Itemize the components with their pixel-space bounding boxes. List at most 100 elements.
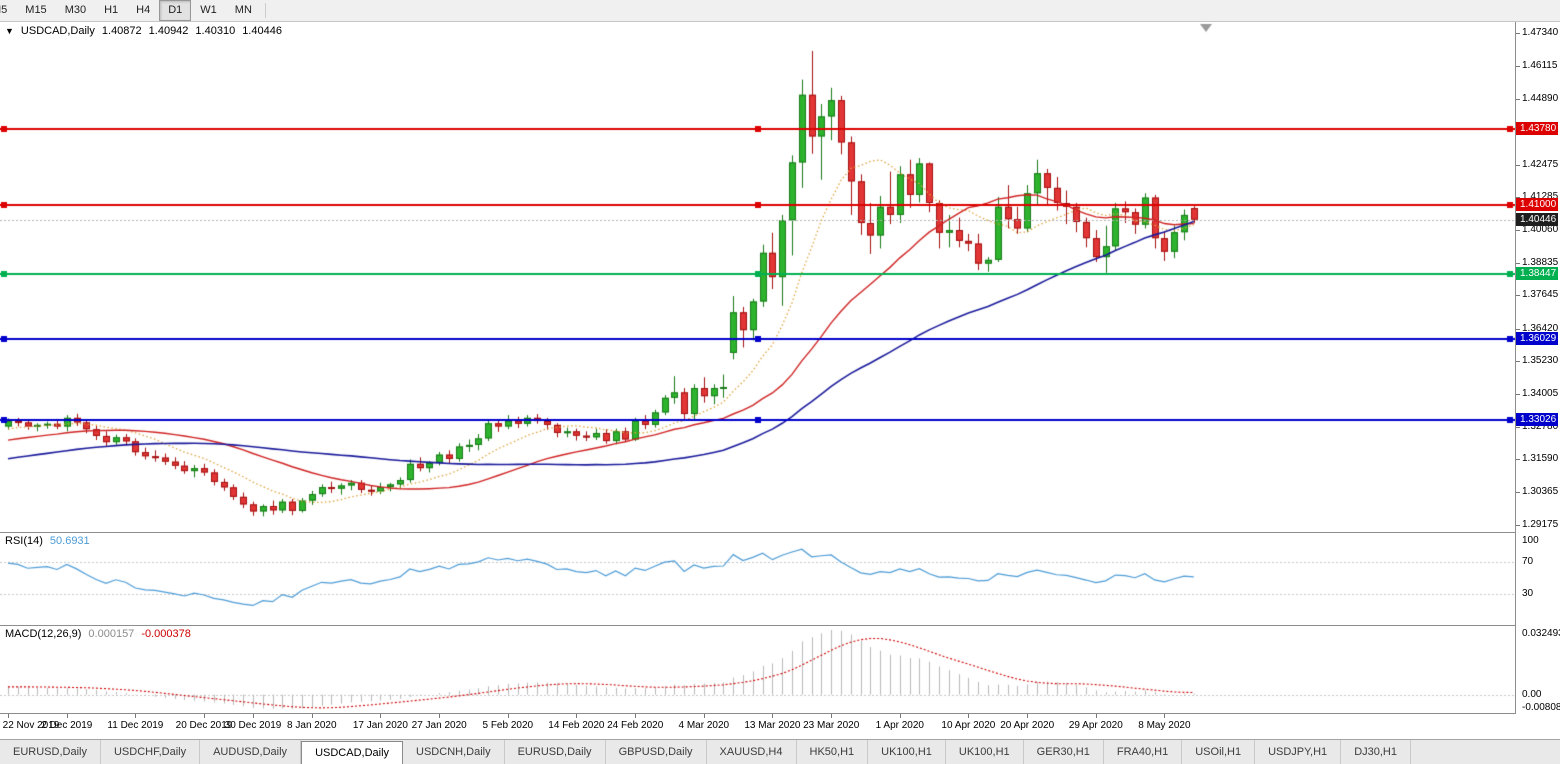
toolbar-separator <box>264 3 266 18</box>
price-axis[interactable]: 1.47340 1.46115 1.44890 1.42475 1.41285 1.400… <box>1516 22 1560 739</box>
date-label: 17 Jan 2020 <box>352 720 408 731</box>
timeframe-w1[interactable]: W1 <box>200 4 217 16</box>
price-tick-mark <box>1516 394 1520 395</box>
price-tick-mark <box>1516 525 1520 526</box>
tab-audusd-daily[interactable]: AUDUSD,Daily <box>200 740 302 764</box>
date-label: 11 Dec 2019 <box>107 720 164 731</box>
price-tick-label: 1.34005 <box>1522 387 1559 399</box>
current-price-badge: 1.40446 <box>1516 212 1558 226</box>
price-axis-border <box>1515 22 1516 714</box>
date-label: 27 Jan 2020 <box>411 720 467 731</box>
tab-usdcnh-daily[interactable]: USDCNH,Daily <box>403 740 505 764</box>
date-label: 24 Feb 2020 <box>607 720 664 731</box>
timeframe-toolbar: M5 M15 M30 H1 H4 D1 W1 MN <box>0 0 1560 22</box>
rsi-value: 50.6931 <box>49 535 90 547</box>
tab-uk100-h1[interactable]: UK100,H1 <box>946 740 1024 764</box>
hline-price-badge: 1.38447 <box>1516 266 1558 280</box>
date-label: 22 Nov 2019 <box>2 720 60 731</box>
price-tick-label: 1.29175 <box>1522 518 1559 530</box>
tab-eurusd-daily[interactable]: EURUSD,Daily <box>505 740 606 764</box>
date-tick-mark <box>67 714 68 718</box>
price-tick-mark <box>1516 165 1520 166</box>
timeframe-h4[interactable]: H4 <box>136 4 151 16</box>
date-tick-mark <box>900 714 901 718</box>
time-axis[interactable]: 22 Nov 2019 2 Dec 2019 11 Dec 2019 20 Dec 2… <box>0 714 1515 739</box>
price-tick-label: 1.38835 <box>1522 257 1559 269</box>
timeframe-m15[interactable]: M15 <box>25 4 47 16</box>
price-tick-label: 1.31590 <box>1522 453 1559 465</box>
timeframe-m5[interactable]: M5 <box>0 4 8 16</box>
date-label: 13 Mar 2020 <box>744 720 801 731</box>
price-tick-label: 1.30365 <box>1522 486 1559 498</box>
tab-usoil-h1[interactable]: USOil,H1 <box>1182 740 1256 764</box>
price-tick-mark <box>1516 33 1520 34</box>
price-tick-mark <box>1516 263 1520 264</box>
date-label: 10 Apr 2020 <box>941 720 996 731</box>
tab-usdch-f-daily[interactable]: USDCHF,Daily <box>101 740 201 764</box>
macd-scale-max-label: 0.032493 <box>1522 628 1560 639</box>
date-tick-mark <box>312 714 313 718</box>
tab-dj30-h1[interactable]: DJ30,H1 <box>1341 740 1411 764</box>
price-tick-label: 1.35230 <box>1522 354 1559 366</box>
date-tick-mark <box>831 714 832 718</box>
price-tick-mark <box>1516 230 1520 231</box>
price-tick-label: 1.36420 <box>1522 322 1559 334</box>
tab-eurusd-daily[interactable]: EURUSD,Daily <box>0 740 101 764</box>
date-tick-mark <box>635 714 636 718</box>
timeframe-mn[interactable]: MN <box>234 4 252 16</box>
tab-uk100-h1[interactable]: UK100,H1 <box>868 740 946 764</box>
timeframe-m30[interactable]: M30 <box>64 4 87 16</box>
price-chart-canvas[interactable] <box>0 22 1515 532</box>
price-tick-mark <box>1516 361 1520 362</box>
date-label: 5 Feb 2020 <box>482 720 534 731</box>
chart-selector-icon[interactable]: ▼ <box>5 25 14 36</box>
chart-legend: ▼ USDCAD,Daily 1.40872 1.40942 1.40310 1… <box>5 25 282 37</box>
price-tick-label: 1.40060 <box>1522 224 1559 236</box>
chart-tab-bar: EURUSD,Daily USDCHF,Daily AUDUSD,Daily USDC… <box>0 739 1560 764</box>
rsi-name-label: RSI(14) <box>5 535 43 547</box>
price-tick-label: 1.47340 <box>1522 27 1559 39</box>
timeframe-d1[interactable]: D1 <box>159 0 192 21</box>
rsi-legend: RSI(14) 50.6931 <box>5 535 90 547</box>
price-tick-label: 1.41285 <box>1522 190 1559 202</box>
macd-scale-min-label: -0.00808 <box>1522 702 1560 713</box>
pane-splitter-rsi[interactable] <box>0 532 1560 533</box>
date-tick-mark <box>380 714 381 718</box>
tab-gbpusd-daily[interactable]: GBPUSD,Daily <box>606 740 707 764</box>
chart-window: ▼ USDCAD,Daily 1.40872 1.40942 1.40310 1… <box>0 22 1560 739</box>
date-label: 4 Mar 2020 <box>678 720 730 731</box>
tab-fra40-h1[interactable]: FRA40,H1 <box>1104 740 1183 764</box>
date-label: 2 Dec 2019 <box>41 720 93 731</box>
date-label: 14 Feb 2020 <box>548 720 605 731</box>
hline-price-badge: 1.33026 <box>1516 413 1558 427</box>
date-label: 20 Apr 2020 <box>1000 720 1055 731</box>
price-tick-label: 1.32780 <box>1522 421 1559 433</box>
macd-pane-canvas[interactable] <box>0 626 1515 713</box>
rsi-level-label: 70 <box>1522 555 1534 567</box>
date-tick-mark <box>1164 714 1165 718</box>
date-tick-mark <box>576 714 577 718</box>
timeframe-h1[interactable]: H1 <box>104 4 119 16</box>
ohlc-open-value: 1.40872 <box>101 25 142 37</box>
date-tick-mark <box>135 714 136 718</box>
pane-splitter-macd[interactable] <box>0 625 1560 626</box>
tab-usdjpy-h1[interactable]: USDJPY,H1 <box>1255 740 1342 764</box>
date-tick-mark <box>1096 714 1097 718</box>
tab-usdcad-daily[interactable]: USDCAD,Daily <box>301 741 404 764</box>
price-tick-mark <box>1516 295 1520 296</box>
date-tick-mark <box>253 714 254 718</box>
tab-ger30-h1[interactable]: GER30,H1 <box>1024 740 1104 764</box>
tab-hk50-h1[interactable]: HK50,H1 <box>797 740 869 764</box>
price-tick-mark <box>1516 197 1520 198</box>
date-tick-mark <box>968 714 969 718</box>
tab-xauusd-h4[interactable]: XAUUSD,H4 <box>707 740 797 764</box>
macd-signal-value: -0.000378 <box>141 628 191 640</box>
rsi-pane-canvas[interactable] <box>0 533 1515 625</box>
date-tick-mark <box>8 714 9 718</box>
date-label: 8 May 2020 <box>1138 720 1191 731</box>
price-tick-mark <box>1516 459 1520 460</box>
date-label: 23 Mar 2020 <box>803 720 860 731</box>
date-label: 30 Dec 2019 <box>224 720 282 731</box>
date-label: 8 Jan 2020 <box>287 720 337 731</box>
